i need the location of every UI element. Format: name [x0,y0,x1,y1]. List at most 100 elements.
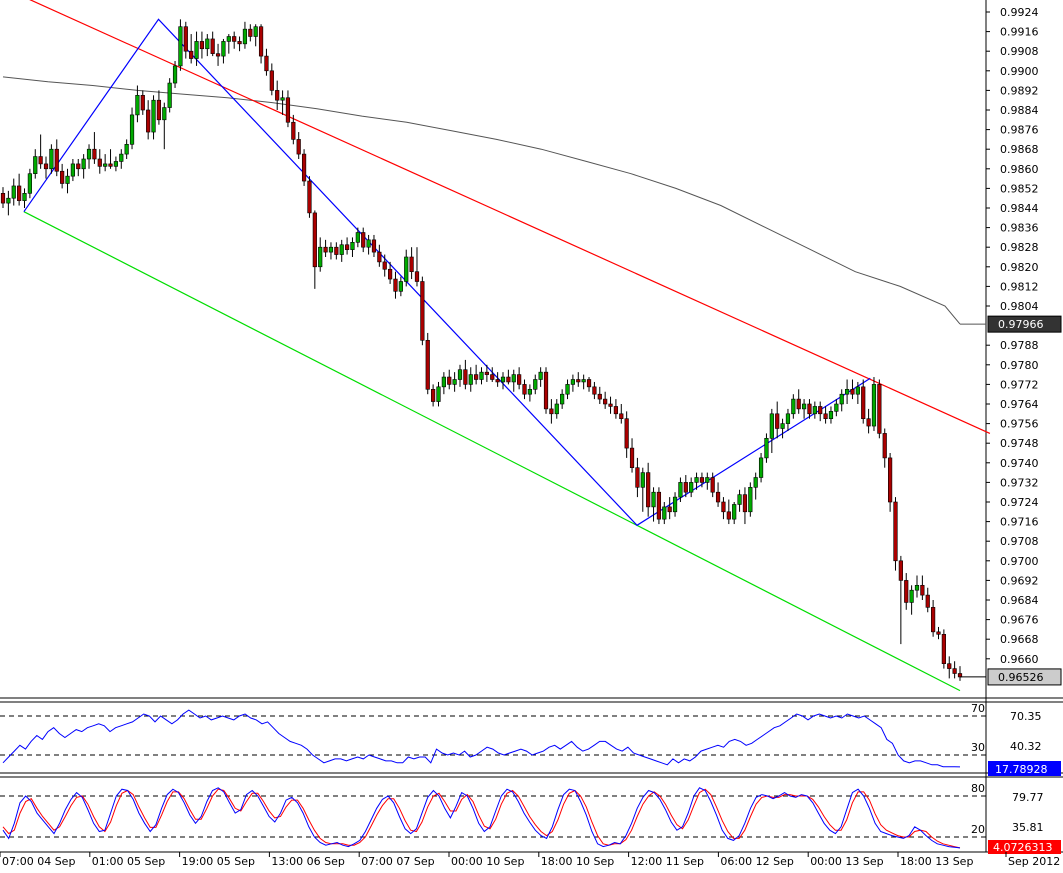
stoch-level-label: 20 [971,823,985,836]
candle [662,502,667,525]
candle-body-down [726,511,731,520]
price-tick-label: 0.9732 [1000,476,1039,489]
candle [92,132,97,164]
stoch-axis-label: 35.81 [1012,821,1044,834]
candle [420,276,425,346]
candle [678,477,683,502]
price-tick-label: 0.9724 [1000,496,1039,509]
candle-body-up [404,256,409,282]
candle [947,656,952,679]
candle-body-down [76,163,81,170]
candle [6,190,11,216]
candle-body-up [436,386,441,402]
candle [914,575,920,598]
candle [775,401,780,439]
time-tick-label: 18:00 10 Sep [541,855,614,868]
candle [269,63,274,96]
candle [280,90,285,115]
price-tick-label: 0.9684 [1000,594,1039,607]
candle-body-down [656,491,662,520]
candle [748,482,753,517]
candle [925,587,930,613]
candle [307,176,312,218]
candle [554,399,559,419]
candle [162,102,167,150]
candle [296,132,301,159]
candle-body-down [431,388,436,402]
price-tick-label: 0.9876 [1000,124,1039,137]
candle [248,24,253,42]
candle-body-down [237,41,242,45]
candle-body-up [205,38,210,50]
candle [495,372,500,387]
candle-body-down [463,369,468,385]
candle [436,381,441,407]
candle [941,629,946,669]
candle [855,381,860,404]
candle [431,384,436,407]
candle-body-up [11,185,16,199]
candle-body-down [721,501,726,513]
candle [672,492,678,517]
candle-body-down [635,467,640,488]
stochastic-panel[interactable]: 80 20 79.77 35.81 [0,782,1044,849]
candle-body-up [318,246,323,268]
candle [113,156,119,172]
candle [447,369,452,390]
candle [167,78,172,113]
price-tick-label: 0.9692 [1000,574,1039,587]
candle [361,227,366,253]
candle [135,85,140,123]
candle [0,187,6,208]
candle-body-down [495,379,500,383]
candle-body-up [86,148,92,160]
candle-body-up [732,504,737,520]
candle [603,391,608,409]
candle-body-up [22,193,27,201]
candle [129,107,135,150]
candle-body-down [414,271,420,282]
candle [140,90,145,115]
candle [226,34,231,54]
candle [613,399,619,419]
last-price-tag: 0.96526 [987,668,1062,686]
candle-body-up [527,388,532,395]
time-tick-label: 12:00 11 Sep [631,855,704,868]
candle-body-up [366,239,371,248]
candle-body-down [285,97,291,123]
candle [146,100,151,140]
candle-body-up [339,244,344,255]
candle [344,237,350,255]
candle [737,489,742,512]
candle [893,497,898,571]
candle-body-down [904,580,909,603]
candle [199,31,205,59]
candle-body-down [54,148,59,172]
price-tick-label: 0.9884 [1000,104,1039,117]
candle-body-up [65,175,70,184]
candle [818,401,823,422]
candle-body-up [909,589,914,603]
candle [807,399,812,419]
price-axis: 0.9924 0.9916 0.9908 0.9900 0.9892 0.9884 0.98… [986,6,1039,666]
rsi-panel[interactable]: 70 30 70.35 40.32 [0,702,1042,768]
price-tick-label: 0.9892 [1000,84,1039,97]
candle [409,247,414,280]
candle-body-down [275,90,280,101]
candle-body-up [678,482,683,498]
ma-price-label: 0.97966 [998,318,1044,331]
candle-body-down [258,26,264,57]
moving-average-line [2,76,961,325]
candle [565,379,570,400]
candle-body-up [834,403,839,412]
candle-body-up [70,163,75,177]
price-tick-label: 0.9828 [1000,241,1039,254]
candle-body-up [103,163,108,167]
time-tick-label: 00:00 13 Sep [810,855,883,868]
candle [119,149,124,169]
candle-body-up [135,95,140,116]
candle [764,433,769,463]
candle [318,237,323,272]
price-panel[interactable] [0,0,991,692]
